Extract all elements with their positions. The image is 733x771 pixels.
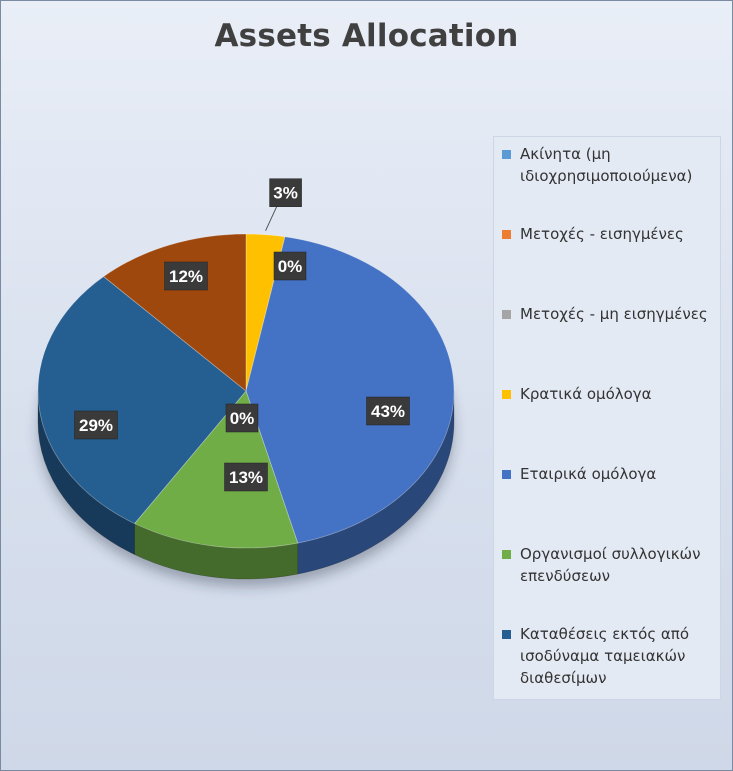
pie-slice-side [37,390,135,556]
data-label: 12% [164,261,208,291]
legend-swatch [502,230,511,239]
legend-label: Οργανισμοί συλλογικών επενδύσεων [520,545,701,585]
legend-swatch [502,550,511,559]
pie-slice [102,233,247,392]
data-label-box [224,462,268,492]
legend-label: Μετοχές - μη εισηγμένες [520,305,708,323]
legend-item: Κρατικά ομόλογα [502,383,718,405]
data-label: 13% [224,462,268,492]
data-label-text: 12% [169,267,203,286]
legend-item: Μετοχές - μη εισηγμένες [502,303,718,325]
data-label: 43% [366,396,410,426]
data-label: 0% [273,251,307,281]
legend-label: Μετοχές - εισηγμένες [520,225,684,243]
data-label-box [74,410,118,440]
data-label-text: 0% [230,409,255,428]
data-label-text: 43% [371,402,405,421]
data-label-text: 3% [273,184,298,203]
legend-item: Οργανισμοί συλλογικών επενδύσεων [502,543,718,587]
pie-slice [245,236,455,544]
legend-item: Μετοχές - εισηγμένες [502,223,718,245]
data-label-text: 13% [229,468,263,487]
legend-swatch [502,630,511,639]
legend-swatch [502,390,511,399]
legend-swatch [502,470,511,479]
legend-swatch [502,310,511,319]
data-label: 0% [225,403,259,433]
chart-legend: Ακίνητα (μη ιδιοχρησιμοποιούμενα) Μετοχέ… [493,136,721,700]
legend-label: Εταιρικά ομόλογα [520,465,657,483]
data-label-text: 29% [79,416,113,435]
legend-item: Εταιρικά ομόλογα [502,463,718,485]
data-label-box [164,261,208,291]
legend-label: Ακίνητα (μη ιδιοχρησιμοποιούμενα) [520,145,693,185]
chart-title: Assets Allocation [214,18,519,54]
legend-item: Καταθέσεις εκτός από ισοδύναμα ταμειακών… [502,623,718,689]
data-label-box [366,396,410,426]
data-label-box [269,178,302,207]
data-label-text: 0% [278,257,303,276]
data-label: 3% [269,178,302,207]
data-label-box [225,403,259,433]
pie-slice [37,276,247,525]
legend-item: Ακίνητα (μη ιδιοχρησιμοποιούμενα) [502,143,718,187]
legend-label: Καταθέσεις εκτός από ισοδύναμα ταμειακών… [520,625,690,687]
legend-label: Κρατικά ομόλογα [520,385,652,403]
legend-swatch [502,150,511,159]
leader-line [265,204,279,231]
data-label-box [273,251,307,281]
pie-slice-side [134,523,299,580]
data-label: 29% [74,410,118,440]
